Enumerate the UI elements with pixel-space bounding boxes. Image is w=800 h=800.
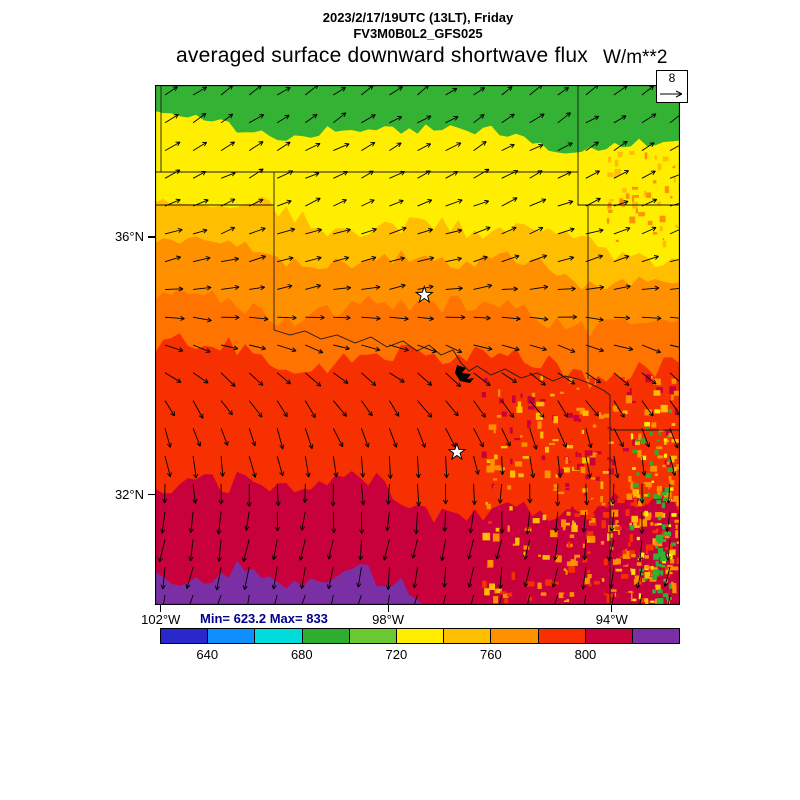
wind-reference-box: 8	[656, 70, 688, 103]
lon-tick-label: 98°W	[372, 612, 405, 627]
lake-blob	[455, 365, 474, 383]
colorbar	[160, 628, 680, 644]
model-header: FV3M0B0L2_GFS025	[353, 26, 483, 41]
lon-tick-mark	[387, 605, 389, 612]
colorbar-segment	[538, 629, 586, 643]
flux-texture	[481, 150, 684, 607]
colorbar-segment	[302, 629, 350, 643]
lat-tick-mark	[148, 236, 155, 238]
map-frame	[154, 84, 681, 606]
lon-tick-label: 94°W	[595, 612, 628, 627]
colorbar-tick-label: 760	[480, 647, 502, 662]
state-borders	[155, 85, 680, 605]
lon-tick-mark	[160, 605, 162, 612]
star-marker	[447, 442, 467, 461]
colorbar-segment	[396, 629, 445, 643]
lat-tick-mark	[148, 494, 155, 496]
colorbar-segment	[585, 629, 633, 643]
colorbar-segment	[208, 629, 256, 643]
colorbar-segment	[349, 629, 397, 643]
flux-map	[154, 84, 688, 761]
colorbar-segment	[161, 629, 209, 643]
lat-tick-label: 36°N	[114, 228, 144, 244]
units-label: W/m**2	[603, 47, 668, 68]
minmax-stats: Min= 623.2 Max= 833	[200, 611, 328, 626]
flux-fill-bands	[155, 85, 680, 761]
colorbar-tick-label: 680	[290, 647, 313, 662]
valid-time-header: 2023/2/17/19UTC (13LT), Friday	[322, 10, 514, 25]
colorbar-segment	[491, 629, 539, 643]
map-plot-area	[154, 84, 688, 761]
colorbar-segment	[444, 629, 492, 643]
colorbar-segment	[255, 629, 303, 643]
lon-tick-label: 102°W	[141, 612, 181, 627]
lon-tick-mark	[611, 605, 613, 612]
colorbar-tick-label: 800	[574, 647, 597, 662]
chart-title: averaged surface downward shortwave flux	[176, 44, 588, 67]
colorbar-segment	[632, 629, 680, 643]
colorbar-tick-label: 720	[385, 647, 408, 662]
colorbar-tick-label: 640	[196, 647, 219, 662]
wind-reference-arrow-icon	[660, 90, 683, 98]
star-marker	[414, 285, 434, 304]
wind-reference-value: 8	[668, 71, 676, 85]
lat-tick-label: 32°N	[114, 486, 144, 502]
